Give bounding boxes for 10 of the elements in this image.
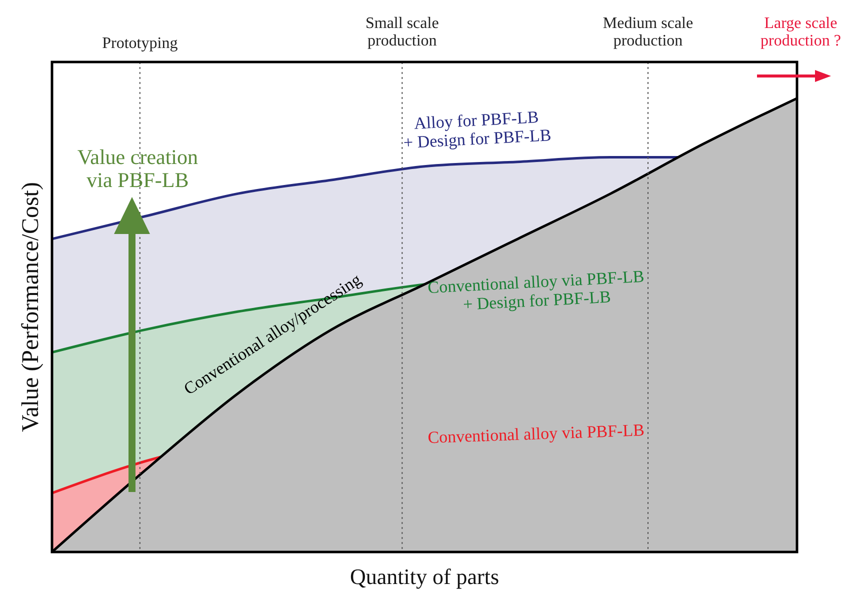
y-axis-title: Value (Performance/Cost) [18, 182, 44, 432]
text: Prototyping [102, 35, 178, 52]
annotation: Value creation via PBF-LB [77, 145, 199, 192]
series-label: Conventional alloy via PBF-LB [427, 420, 645, 448]
series-label: Conventional alloy via PBF-LB + Design for PBF-LB [427, 266, 645, 314]
text: Medium scale production [602, 15, 694, 50]
text: Large scale production ? [760, 15, 841, 50]
x-axis-title: Quantity of parts [350, 564, 500, 589]
series-label: Alloy for PBF-LB + Design for PBF-LB [402, 107, 552, 152]
text: Small scale production [365, 15, 439, 50]
